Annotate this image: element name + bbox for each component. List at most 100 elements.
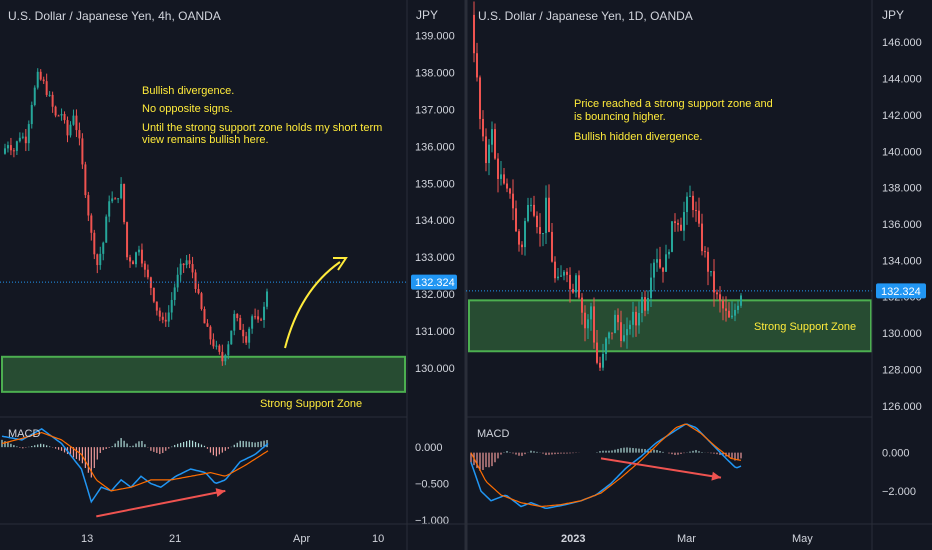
candle-body xyxy=(132,261,135,265)
macd-tick-label: −1.000 xyxy=(415,515,449,527)
candle-body xyxy=(650,277,652,298)
candle-body xyxy=(617,314,619,323)
candle-body xyxy=(494,129,496,159)
candle-body xyxy=(182,263,185,266)
candle-body xyxy=(728,310,730,318)
left-macd-line xyxy=(1,428,269,504)
right-macd-label: MACD xyxy=(477,428,509,440)
right-signal-line xyxy=(470,423,742,508)
candle-body xyxy=(485,136,487,164)
left-time-axis[interactable]: 13 21 Apr 10 xyxy=(0,523,465,545)
candle-body xyxy=(102,242,105,254)
right-annotation-line-2: is bouncing higher. xyxy=(574,111,666,123)
candle-body xyxy=(695,210,697,212)
right-divergence-arrowhead xyxy=(711,471,721,481)
candle-body xyxy=(578,275,580,298)
right-last-price-text: 132.324 xyxy=(881,286,921,298)
candle-body xyxy=(665,254,667,272)
left-macd-histogram xyxy=(1,438,268,478)
left-price-ticks: 139.000 138.000 137.000 136.000 135.000 134.0… xyxy=(415,31,455,375)
candle-body xyxy=(42,79,45,82)
candle-body xyxy=(60,114,63,116)
candle-body xyxy=(740,295,742,306)
candle-body xyxy=(584,312,586,329)
candle-body xyxy=(179,263,182,275)
candle-body xyxy=(734,309,736,316)
candle-body xyxy=(99,253,102,266)
candle-body xyxy=(527,205,529,222)
price-tick-label: 139.000 xyxy=(415,31,455,43)
left-last-price-text: 132.324 xyxy=(415,277,455,289)
candle-body xyxy=(722,300,724,309)
candle-body xyxy=(114,198,117,200)
candle-body xyxy=(167,312,170,322)
candle-body xyxy=(581,297,583,313)
candle-body xyxy=(488,144,490,164)
candle-body xyxy=(215,345,218,347)
left-support-zone-label: Strong Support Zone xyxy=(260,398,362,410)
price-tick-label: 132.000 xyxy=(415,289,455,301)
right-chart-panel[interactable]: Strong Support Zone U.S. Dollar / Japane… xyxy=(466,1,872,510)
left-annotation-line-2: No opposite signs. xyxy=(142,103,233,115)
candle-body xyxy=(518,231,520,245)
candle-body xyxy=(686,196,688,213)
candle-body xyxy=(635,311,637,326)
candle-body xyxy=(533,204,535,216)
candle-body xyxy=(21,136,24,138)
left-annotation-line-4: view remains bullish here. xyxy=(142,134,269,146)
price-tick-label: 144.000 xyxy=(882,74,922,86)
price-tick-label: 138.000 xyxy=(415,68,455,80)
candle-body xyxy=(677,223,679,225)
candle-body xyxy=(75,115,78,131)
candle-body xyxy=(242,329,245,337)
right-x-tick-may: May xyxy=(792,533,813,545)
right-support-zone xyxy=(468,299,872,353)
right-annotation-line-3: Bullish hidden divergence. xyxy=(574,131,702,143)
price-tick-label: 130.000 xyxy=(415,363,455,375)
left-chart-panel[interactable]: Strong Support Zone U.S. Dollar / Japane… xyxy=(0,9,407,518)
candle-body xyxy=(713,271,715,293)
candle-body xyxy=(245,336,248,343)
left-annotation-line-1: Bullish divergence. xyxy=(142,85,234,97)
candle-body xyxy=(572,288,574,293)
candle-body xyxy=(27,124,30,144)
macd-tick-label: −0.500 xyxy=(415,479,449,491)
candle-body xyxy=(117,198,120,200)
candle-body xyxy=(227,344,230,356)
candle-body xyxy=(263,306,266,321)
candle-body xyxy=(63,114,66,121)
candle-body xyxy=(134,252,137,265)
candle-body xyxy=(482,118,484,137)
right-price-axis[interactable]: JPY 146.000144.000142.000140.000138.0001… xyxy=(871,0,926,550)
price-tick-label: 136.000 xyxy=(882,219,922,231)
left-signal-line xyxy=(1,431,269,492)
candle-body xyxy=(602,353,604,368)
candle-body xyxy=(96,254,99,266)
candle-body xyxy=(221,351,224,362)
candle-body xyxy=(551,231,553,262)
candle-body xyxy=(683,212,685,231)
candle-body xyxy=(638,313,640,326)
candle-body xyxy=(200,293,203,310)
price-tick-label: 134.000 xyxy=(415,215,455,227)
candle-body xyxy=(33,87,36,105)
candle-body xyxy=(662,267,664,272)
right-macd-histogram xyxy=(470,447,742,471)
candle-body xyxy=(647,297,649,311)
candle-body xyxy=(620,322,622,341)
candle-body xyxy=(209,326,212,340)
price-tick-label: 130.000 xyxy=(882,328,922,340)
candle-body xyxy=(54,106,57,116)
candle-body xyxy=(6,145,9,149)
right-time-axis[interactable]: 2023 Mar May xyxy=(466,523,932,545)
right-price-ticks: 146.000 144.000 142.000 140.000 138.000 136.0… xyxy=(882,37,922,413)
candle-body xyxy=(185,260,188,266)
candle-body xyxy=(188,260,191,265)
price-tick-label: 137.000 xyxy=(415,105,455,117)
left-candles xyxy=(3,68,269,366)
candle-body xyxy=(212,339,215,347)
candle-body xyxy=(105,216,108,243)
left-price-axis[interactable]: JPY 139.000138.000137.000136.000135.0001… xyxy=(406,0,457,550)
left-divergence-arrow xyxy=(96,489,226,518)
